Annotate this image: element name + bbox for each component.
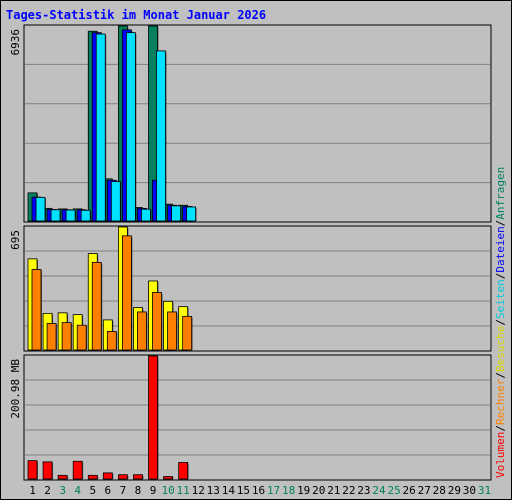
bar-volumen-day-1 xyxy=(27,460,38,480)
bar-rechner-day-7 xyxy=(121,235,132,351)
x-tick-label-day-17: 17 xyxy=(267,484,280,497)
x-tick-label-day-5: 5 xyxy=(89,484,96,497)
x-tick-label-day-3: 3 xyxy=(59,484,66,497)
bar-volumen-day-4 xyxy=(72,460,83,480)
bar-rechner-day-8 xyxy=(137,311,147,351)
x-tick-label-day-1: 1 xyxy=(29,484,36,497)
x-tick-label-day-10: 10 xyxy=(161,484,174,497)
x-tick-label-day-13: 13 xyxy=(207,484,220,497)
bar-rechner-day-6 xyxy=(106,331,117,351)
x-tick-label-day-28: 28 xyxy=(433,484,446,497)
x-tick-label-day-15: 15 xyxy=(237,484,250,497)
x-tick-label-day-22: 22 xyxy=(342,484,355,497)
x-tick-label-day-27: 27 xyxy=(418,484,431,497)
panel-3-ymax-label: 200.98 MB xyxy=(9,359,22,419)
legend-separator: / xyxy=(494,425,507,432)
x-tick-label-day-29: 29 xyxy=(448,484,461,497)
x-tick-label-day-21: 21 xyxy=(327,484,340,497)
bar-volumen-day-7 xyxy=(117,474,128,480)
x-tick-label-day-4: 4 xyxy=(74,484,81,497)
x-tick-label-day-20: 20 xyxy=(312,484,325,497)
x-tick-label-day-9: 9 xyxy=(150,484,157,497)
legend-separator: / xyxy=(494,372,507,379)
legend-item-dateien: Dateien xyxy=(494,226,507,272)
x-tick-label-day-24: 24 xyxy=(372,484,386,497)
bar-seiten-day-5 xyxy=(95,33,106,222)
legend-item-besuche: Besuche xyxy=(494,326,507,372)
x-tick-label-day-18: 18 xyxy=(282,484,295,497)
bar-volumen-day-9 xyxy=(148,355,158,480)
legend-separator: / xyxy=(494,273,507,280)
bar-volumen-day-6 xyxy=(102,472,113,480)
legend-item-seiten: Seiten xyxy=(494,279,507,319)
bar-seiten-day-6 xyxy=(110,181,121,222)
x-tick-label-day-25: 25 xyxy=(387,484,400,497)
bar-seiten-day-2 xyxy=(50,209,61,222)
bar-volumen-day-11 xyxy=(178,462,189,480)
bar-volumen-day-5 xyxy=(87,474,98,480)
bar-rechner-day-5 xyxy=(91,261,102,351)
panel-2-ymax-label: 695 xyxy=(9,230,22,250)
bar-volumen-day-8 xyxy=(133,474,143,480)
bar-seiten-day-7 xyxy=(125,32,136,222)
x-tick-label-day-8: 8 xyxy=(135,484,142,497)
x-tick-label-day-12: 12 xyxy=(192,484,205,497)
legend: Volumen/Rechner/Besuche/Seiten/Dateien/A… xyxy=(494,167,507,478)
bar-rechner-day-1 xyxy=(31,269,42,351)
bar-rechner-day-9 xyxy=(152,292,162,351)
legend-item-anfragen: Anfragen xyxy=(494,167,507,220)
bar-rechner-day-10 xyxy=(167,311,177,351)
bar-rechner-day-3 xyxy=(61,322,72,351)
x-tick-label-day-30: 30 xyxy=(463,484,476,497)
bar-seiten-day-10 xyxy=(171,205,181,222)
panel-3-plot-area xyxy=(23,354,492,481)
x-tick-label-day-11: 11 xyxy=(177,484,190,497)
x-tick-label-day-16: 16 xyxy=(252,484,265,497)
bar-rechner-day-4 xyxy=(76,324,87,351)
x-tick-label-day-19: 19 xyxy=(297,484,310,497)
x-tick-label-day-14: 14 xyxy=(222,484,236,497)
legend-separator: / xyxy=(494,220,507,227)
bar-volumen-day-3 xyxy=(57,474,68,480)
bar-seiten-day-4 xyxy=(80,209,91,222)
bar-seiten-day-11 xyxy=(186,206,197,222)
panel-1-ymax-label: 6936 xyxy=(9,29,22,56)
bar-seiten-day-3 xyxy=(65,209,76,222)
x-tick-label-day-31: 31 xyxy=(478,484,491,497)
x-tick-label-day-26: 26 xyxy=(403,484,416,497)
x-tick-label-day-7: 7 xyxy=(120,484,127,497)
bar-rechner-day-11 xyxy=(182,315,193,351)
legend-separator: / xyxy=(494,319,507,326)
bar-volumen-day-2 xyxy=(42,461,53,480)
x-tick-label-day-6: 6 xyxy=(105,484,112,497)
bar-volumen-day-10 xyxy=(163,476,173,480)
chart-title: Tages-Statistik im Monat Januar 2026 xyxy=(6,8,267,22)
bar-seiten-day-8 xyxy=(141,208,151,222)
legend-item-volumen: Volumen xyxy=(494,432,507,478)
legend-item-rechner: Rechner xyxy=(494,378,507,425)
x-tick-label-day-23: 23 xyxy=(357,484,370,497)
bar-seiten-day-1 xyxy=(35,196,46,222)
x-tick-label-day-2: 2 xyxy=(44,484,51,497)
bar-seiten-day-9 xyxy=(156,50,166,222)
bar-rechner-day-2 xyxy=(46,323,57,351)
